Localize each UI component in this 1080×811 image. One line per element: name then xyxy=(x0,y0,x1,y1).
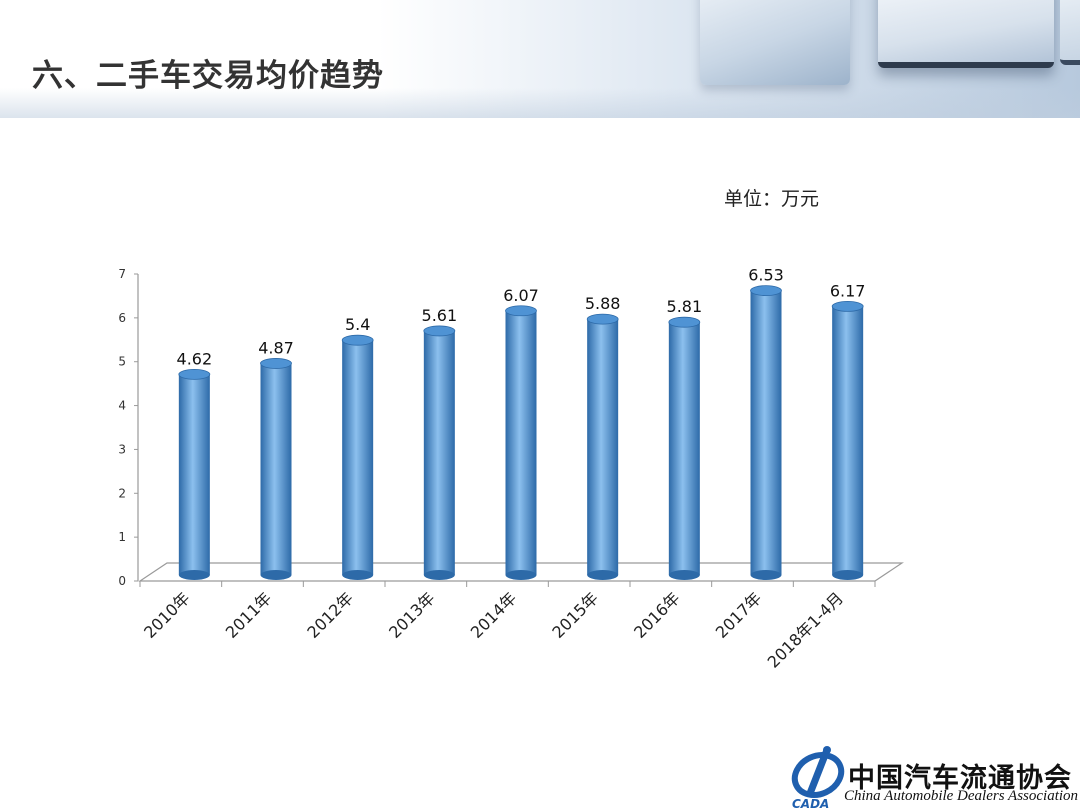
bar-body xyxy=(832,306,864,575)
bar-top xyxy=(505,305,537,317)
data-label: 6.17 xyxy=(830,281,866,300)
bar-bottom xyxy=(587,570,619,580)
y-tick-label: 3 xyxy=(118,442,126,456)
x-tick-label: 2010年 xyxy=(140,588,194,642)
data-label: 6.07 xyxy=(503,286,539,305)
bar-bottom xyxy=(750,570,782,580)
x-tick-label: 2015年 xyxy=(548,588,602,642)
data-label: 5.88 xyxy=(585,294,621,313)
y-tick-label: 4 xyxy=(118,399,126,413)
unit-label: 单位：万元 xyxy=(724,188,820,210)
cada-emblem-icon: CADA xyxy=(791,746,845,811)
y-tick-label: 6 xyxy=(118,311,126,325)
header-shade xyxy=(0,88,1080,118)
y-tick-label: 0 xyxy=(118,574,126,588)
bar xyxy=(668,316,701,580)
logo-name-en: China Automobile Dealers Association xyxy=(844,788,1079,804)
x-tick-label: 2011年 xyxy=(222,588,276,642)
cada-logo: CADA 中国汽车流通协会 China Automobile Dealers A… xyxy=(790,742,1080,811)
x-tick-label: 2017年 xyxy=(712,588,766,642)
bar-body xyxy=(750,290,782,575)
logo-name-cn: 中国汽车流通协会 xyxy=(848,763,1072,794)
bar xyxy=(505,305,537,580)
x-tick-label: 2016年 xyxy=(630,588,684,642)
bar-top xyxy=(750,285,782,297)
bar-body xyxy=(587,319,619,575)
bar xyxy=(586,313,619,580)
bar-body xyxy=(178,374,210,575)
x-tick-label: 2014年 xyxy=(467,588,521,642)
y-tick-label: 7 xyxy=(118,267,126,281)
bar-bottom xyxy=(832,570,864,580)
bar-top xyxy=(260,358,292,369)
bar xyxy=(423,325,456,580)
bar-bottom xyxy=(668,570,700,580)
header-banner xyxy=(0,0,1080,118)
bar-top xyxy=(586,313,619,325)
bar-bottom xyxy=(423,570,455,580)
bar xyxy=(260,358,292,580)
bar-body xyxy=(423,330,455,575)
bar-bottom xyxy=(505,570,537,580)
page-title: 六、二手车交易均价趋势 xyxy=(32,58,384,94)
data-label: 5.4 xyxy=(345,315,370,334)
bar-bottom xyxy=(260,570,292,580)
y-tick-label: 5 xyxy=(118,355,126,369)
bar xyxy=(750,285,782,580)
x-tick-label: 2018年1-4月 xyxy=(764,588,847,671)
bar xyxy=(341,334,374,580)
bar xyxy=(831,301,864,580)
data-label: 4.87 xyxy=(258,338,294,357)
bar xyxy=(178,368,211,580)
y-tick-label: 1 xyxy=(118,530,126,544)
data-label: 4.62 xyxy=(177,349,213,368)
decorative-cube xyxy=(878,0,1054,68)
bar-top xyxy=(341,334,374,346)
bar-bottom xyxy=(342,570,374,580)
bar-top xyxy=(831,301,864,312)
x-tick-label: 2013年 xyxy=(385,588,439,642)
decorative-cube xyxy=(700,0,850,85)
x-tick-label: 2012年 xyxy=(303,588,357,642)
logo-abbr: CADA xyxy=(792,797,829,811)
bar-body xyxy=(342,340,374,575)
bar-body xyxy=(505,310,537,575)
bar-body xyxy=(260,363,292,575)
data-label: 5.81 xyxy=(667,297,703,316)
bar-top xyxy=(178,368,211,380)
bar-top xyxy=(423,325,456,337)
bar-top xyxy=(668,316,701,328)
decorative-cube xyxy=(1060,0,1080,65)
data-label: 5.61 xyxy=(422,306,458,325)
data-label: 6.53 xyxy=(748,266,784,285)
bar-bottom xyxy=(178,570,210,580)
bar-body xyxy=(668,322,700,575)
y-tick-label: 2 xyxy=(118,486,126,500)
